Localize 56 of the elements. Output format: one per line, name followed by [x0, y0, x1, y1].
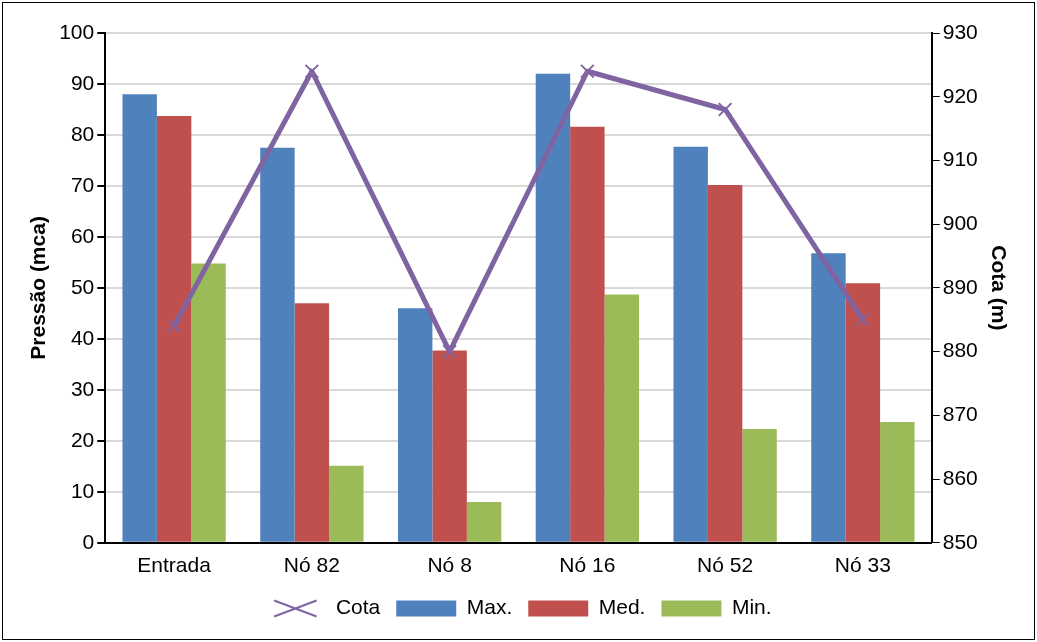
y-tick-label: 40 — [70, 325, 95, 349]
y2-tick-label: 920 — [942, 83, 978, 107]
point — [855, 312, 871, 328]
bar — [294, 303, 330, 542]
bar — [260, 147, 295, 542]
bar — [880, 421, 915, 542]
bar — [673, 146, 708, 542]
x-tick-label: Nó 82 — [283, 553, 340, 577]
point — [442, 344, 457, 359]
y2-axis-title: Cota (m) — [987, 245, 1011, 331]
y2-tick-label: 900 — [942, 210, 978, 234]
bar — [329, 465, 364, 542]
y2-tick-label: 880 — [942, 338, 978, 362]
y-tick-label: 80 — [70, 121, 95, 145]
y2-tick-label: 890 — [942, 274, 978, 298]
bar — [122, 94, 157, 542]
bar — [397, 308, 433, 542]
x-tick-label: Nó 8 — [427, 553, 472, 577]
point — [580, 63, 595, 79]
point — [166, 318, 182, 334]
legend-label: Min. — [731, 595, 772, 619]
y-tick-label: 100 — [59, 19, 95, 43]
bar — [604, 294, 640, 542]
y2-tick-label: 930 — [942, 19, 978, 43]
y-tick-label: 10 — [70, 478, 95, 502]
bar — [811, 253, 846, 542]
bar — [432, 350, 467, 542]
bar — [156, 116, 192, 542]
y-tick-label: 60 — [70, 223, 95, 247]
y2-tick-label: 850 — [942, 529, 978, 553]
bar — [535, 73, 571, 542]
x-tick-label: Nó 33 — [834, 553, 891, 577]
y-tick-label: 70 — [70, 172, 95, 196]
y-tick-label: 90 — [70, 70, 95, 94]
legend-label: Max. — [466, 595, 513, 619]
bar — [845, 283, 881, 542]
y2-tick-label: 870 — [942, 402, 978, 426]
y-tick-label: 0 — [82, 529, 95, 553]
y2-tick-label: 860 — [942, 465, 978, 489]
x-tick-label: Nó 52 — [697, 553, 754, 577]
x-tick-label: Nó 16 — [559, 553, 616, 577]
bar — [707, 184, 743, 542]
bar — [191, 263, 226, 542]
legend-label: Med. — [598, 595, 646, 619]
x-tick-label: Entrada — [137, 553, 212, 577]
bar — [742, 429, 777, 542]
y-axis-title: Pressão (mca) — [26, 216, 50, 360]
y-tick-label: 20 — [70, 427, 95, 451]
point — [304, 63, 320, 79]
y-tick-label: 50 — [70, 274, 95, 298]
y-tick-label: 30 — [70, 376, 95, 400]
y2-tick-label: 910 — [942, 147, 978, 171]
legend-label: Cota — [335, 595, 381, 619]
point — [717, 102, 733, 117]
bar — [570, 126, 605, 542]
bar — [466, 502, 502, 542]
